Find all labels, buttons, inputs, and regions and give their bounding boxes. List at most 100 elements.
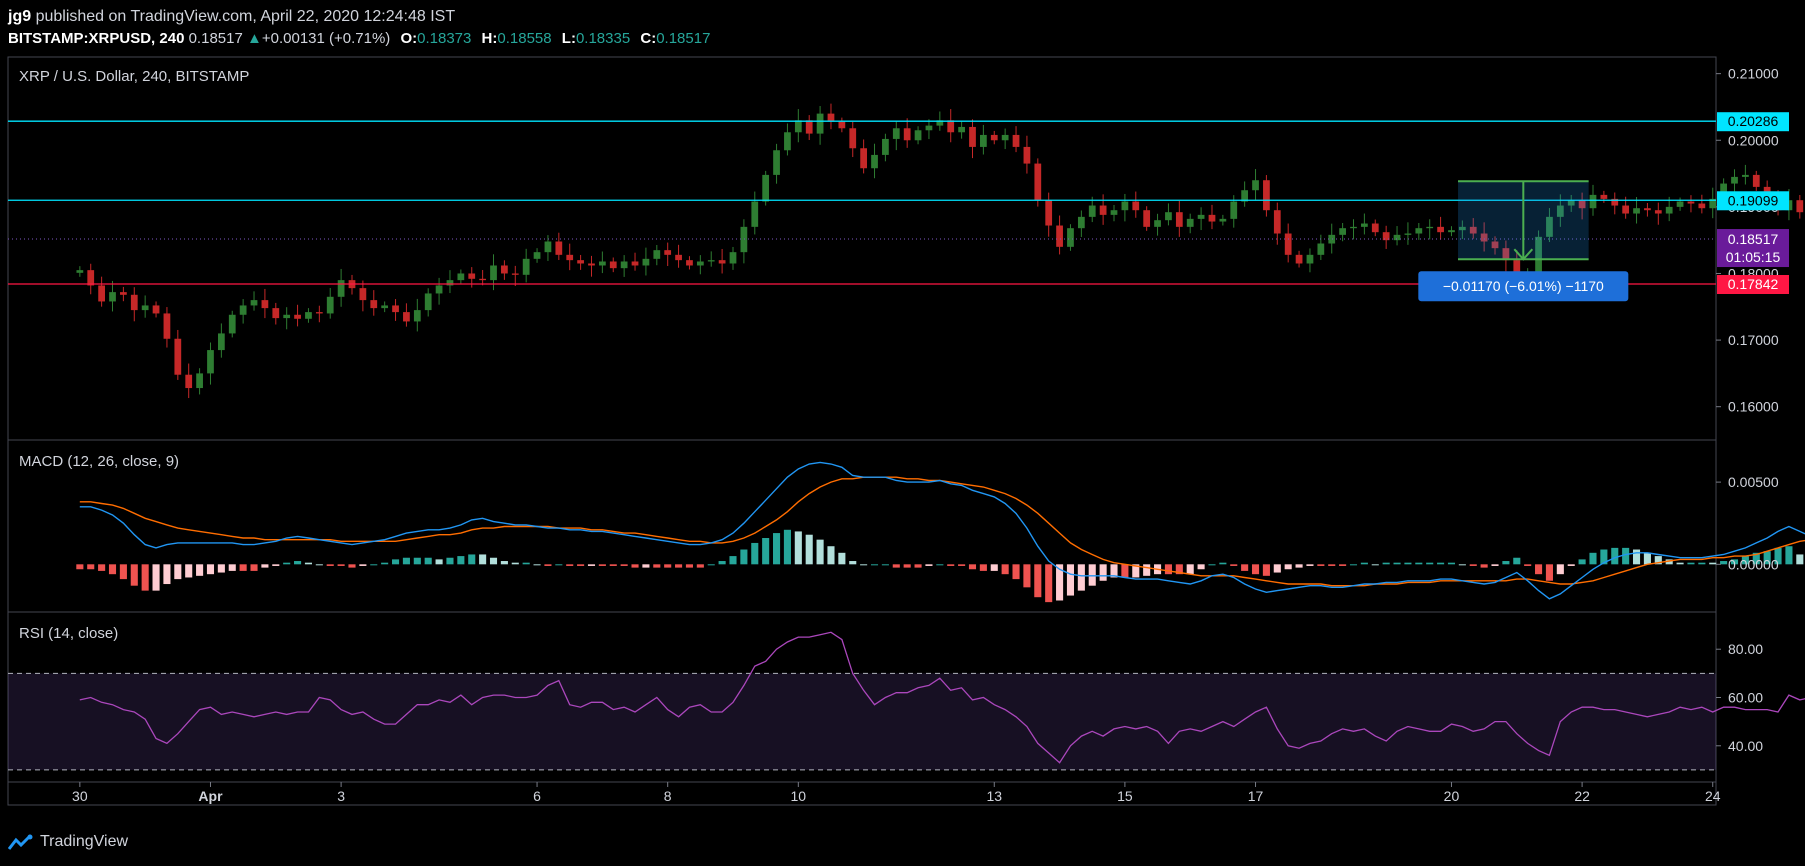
macd-histogram-bar <box>119 564 127 580</box>
macd-histogram-bar <box>1023 564 1031 588</box>
candle <box>773 143 780 184</box>
macd-histogram-bar <box>1447 562 1456 565</box>
candle-body <box>337 280 345 297</box>
macd-histogram-bar <box>261 564 269 568</box>
macd-histogram-bar <box>1262 564 1270 576</box>
candle-body <box>1099 205 1107 215</box>
macd-histogram-bar <box>783 529 791 565</box>
time-axis-tick-label: 8 <box>664 788 672 804</box>
macd-histogram-bar <box>500 561 508 565</box>
candle <box>1197 207 1205 231</box>
macd-histogram-bar <box>1175 564 1183 575</box>
candle <box>1099 194 1107 225</box>
candle <box>1698 194 1706 214</box>
macd-histogram-bar <box>544 564 552 566</box>
macd-histogram-bar <box>1480 564 1488 568</box>
macd-histogram-bar <box>914 564 922 568</box>
macd-histogram-bar <box>1589 552 1597 565</box>
candle <box>1219 214 1227 226</box>
candle-body <box>413 310 421 322</box>
candle-body <box>305 312 312 319</box>
macd-histogram-bar <box>359 564 367 566</box>
price-axis-tick-label: 0.20000 <box>1728 132 1779 148</box>
macd-histogram-bar <box>653 564 661 568</box>
macd-histogram-bar <box>108 564 117 575</box>
macd-histogram-bar <box>1121 564 1129 578</box>
candle-body <box>664 250 672 255</box>
macd-histogram-bar <box>1077 564 1085 591</box>
symbol-label[interactable]: BITSTAMP:XRPUSD, 240 <box>8 30 185 47</box>
candle <box>261 288 269 319</box>
time-axis-tick-label: 24 <box>1705 788 1721 804</box>
candle-body <box>250 300 258 306</box>
candle-body <box>1023 146 1031 164</box>
candle-body <box>152 305 160 314</box>
macd-histogram-bar <box>315 564 323 566</box>
rsi-axis-tick-label: 80.00 <box>1728 641 1763 657</box>
candle-body <box>1567 200 1575 206</box>
macd-histogram-bar <box>1752 552 1760 565</box>
macd-histogram-bar <box>196 564 204 576</box>
candle-body <box>1273 210 1281 234</box>
candle-body <box>1426 226 1434 229</box>
price-level-tag: 0.19099 <box>1717 191 1789 211</box>
candle <box>1578 192 1586 220</box>
footer-branding[interactable]: TradingView <box>8 830 128 854</box>
candle <box>1567 195 1575 212</box>
macd-histogram-bar <box>1197 564 1205 570</box>
macd-histogram-bar <box>1393 562 1401 565</box>
candle <box>1252 169 1259 201</box>
macd-histogram-bar <box>892 564 900 568</box>
macd-histogram-bar <box>718 561 726 565</box>
candle-body <box>446 280 454 286</box>
price-axis-tick-label: 0.17000 <box>1728 332 1779 348</box>
macd-histogram-bar <box>1132 564 1140 578</box>
candle-body <box>598 261 606 266</box>
macd-histogram-bar <box>457 556 465 565</box>
candle <box>196 368 203 395</box>
published-text: published on TradingView.com, April 22, … <box>35 8 456 25</box>
macd-histogram-bar <box>1295 564 1303 568</box>
macd-histogram-bar <box>468 554 476 565</box>
candle-body <box>174 338 182 375</box>
macd-histogram-bar <box>903 564 911 568</box>
candle <box>620 255 628 277</box>
candle-body <box>1556 205 1564 217</box>
candle <box>1132 191 1140 218</box>
macd-histogram-bar <box>1676 562 1684 565</box>
candle <box>860 139 868 174</box>
macd-histogram-bar <box>1273 564 1281 573</box>
candle-body <box>1633 208 1640 214</box>
time-axis-tick-label: 30 <box>72 788 88 804</box>
macd-histogram-bar <box>381 562 389 565</box>
candle <box>740 219 748 264</box>
candle-body <box>228 314 236 334</box>
macd-histogram-bar <box>294 561 302 565</box>
candle <box>794 109 802 143</box>
macd-histogram-bar <box>1622 547 1630 565</box>
macd-histogram-bar <box>816 539 824 565</box>
macd-histogram-bar <box>1524 564 1532 566</box>
candle <box>588 255 595 277</box>
macd-histogram-bar <box>217 564 225 573</box>
macd-histogram-bar <box>1339 564 1347 566</box>
symbol-info-line: BITSTAMP:XRPUSD, 240 0.18517 ▲+0.00131 (… <box>8 30 710 47</box>
candle-body <box>1687 201 1695 204</box>
author-name[interactable]: jg9 <box>8 8 32 25</box>
candle-body <box>686 260 693 266</box>
low-value: 0.18335 <box>575 30 631 47</box>
price-level-tag-bg <box>1717 112 1789 132</box>
candle <box>152 301 160 318</box>
footer-brand-name: TradingView <box>40 833 129 850</box>
candle <box>696 255 704 275</box>
macd-histogram-bar <box>947 564 955 566</box>
candle <box>522 248 530 283</box>
candle-body <box>1154 220 1161 227</box>
macd-histogram-bar <box>533 564 541 566</box>
candle-body <box>1306 254 1314 264</box>
candle <box>1186 213 1194 234</box>
macd-histogram-bar <box>1360 562 1368 565</box>
macd-histogram-bar <box>1458 564 1466 566</box>
macd-histogram-bar <box>860 564 868 566</box>
